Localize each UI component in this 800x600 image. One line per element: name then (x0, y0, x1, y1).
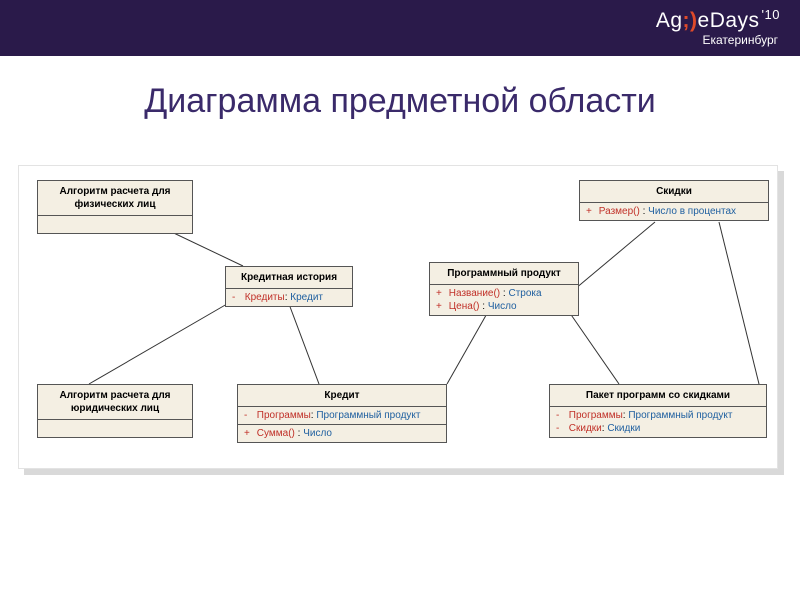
class-box-n4: Программный продукт+ Название() : Строка… (429, 262, 579, 316)
class-title: Кредит (238, 385, 446, 407)
header-bar: Ag;)eDays'10 Екатеринбург (0, 0, 800, 56)
brand-sup: '10 (762, 7, 780, 22)
class-empty-section (38, 420, 192, 437)
brand-paren: ;) (683, 9, 698, 32)
page-title: Диаграмма предметной области (0, 82, 800, 121)
class-attribute: - Программы: Программный продукт (244, 409, 440, 422)
class-box-n6: Кредит - Программы: Программный продукт + … (237, 384, 447, 443)
class-title: Кредитная история (226, 267, 352, 289)
class-box-n1: Алгоритм расчета для физических лиц (37, 180, 193, 234)
class-operation: + Цена() : Число (436, 300, 572, 313)
brand-prefix: Ag (656, 9, 683, 32)
brand-block: Ag;)eDays'10 Екатеринбург (656, 10, 778, 47)
diagram-container: Алгоритм расчета для физических лиц Скид… (18, 165, 782, 469)
class-op-section: + Размер() : Число в процентах (580, 203, 768, 220)
brand-logo: Ag;)eDays'10 (656, 10, 778, 32)
class-operation: + Размер() : Число в процентах (586, 205, 762, 218)
class-box-n2: Скидки + Размер() : Число в процентах (579, 180, 769, 221)
class-op-section: + Сумма() : Число (238, 425, 446, 442)
class-box-n5: Алгоритм расчета для юридических лиц (37, 384, 193, 438)
class-attr-section: - Кредиты: Кредит (226, 289, 352, 306)
class-title: Программный продукт (430, 263, 578, 285)
slide-area: Диаграмма предметной области Алгоритм ра… (0, 56, 800, 600)
class-empty-section (38, 216, 192, 233)
brand-subtitle: Екатеринбург (656, 34, 778, 47)
class-op-section: + Название() : Строка+ Цена() : Число (430, 285, 578, 315)
class-attribute: - Кредиты: Кредит (232, 291, 346, 304)
class-title: Пакет программ со скидками (550, 385, 766, 407)
class-title: Алгоритм расчета для физических лиц (38, 181, 192, 216)
brand-suffix: eDays (698, 9, 760, 32)
class-attribute: - Программы: Программный продукт (556, 409, 760, 422)
uml-diagram: Алгоритм расчета для физических лиц Скид… (18, 165, 778, 469)
class-title: Скидки (580, 181, 768, 203)
class-operation: + Название() : Строка (436, 287, 572, 300)
class-box-n3: Кредитная история - Кредиты: Кредит (225, 266, 353, 307)
class-title: Алгоритм расчета для юридических лиц (38, 385, 192, 420)
class-box-n7: Пакет программ со скидками- Программы: П… (549, 384, 767, 438)
class-attr-section: - Программы: Программный продукт (238, 407, 446, 425)
class-attribute: - Скидки: Скидки (556, 422, 760, 435)
class-operation: + Сумма() : Число (244, 427, 440, 440)
class-attr-section: - Программы: Программный продукт- Скидки… (550, 407, 766, 437)
